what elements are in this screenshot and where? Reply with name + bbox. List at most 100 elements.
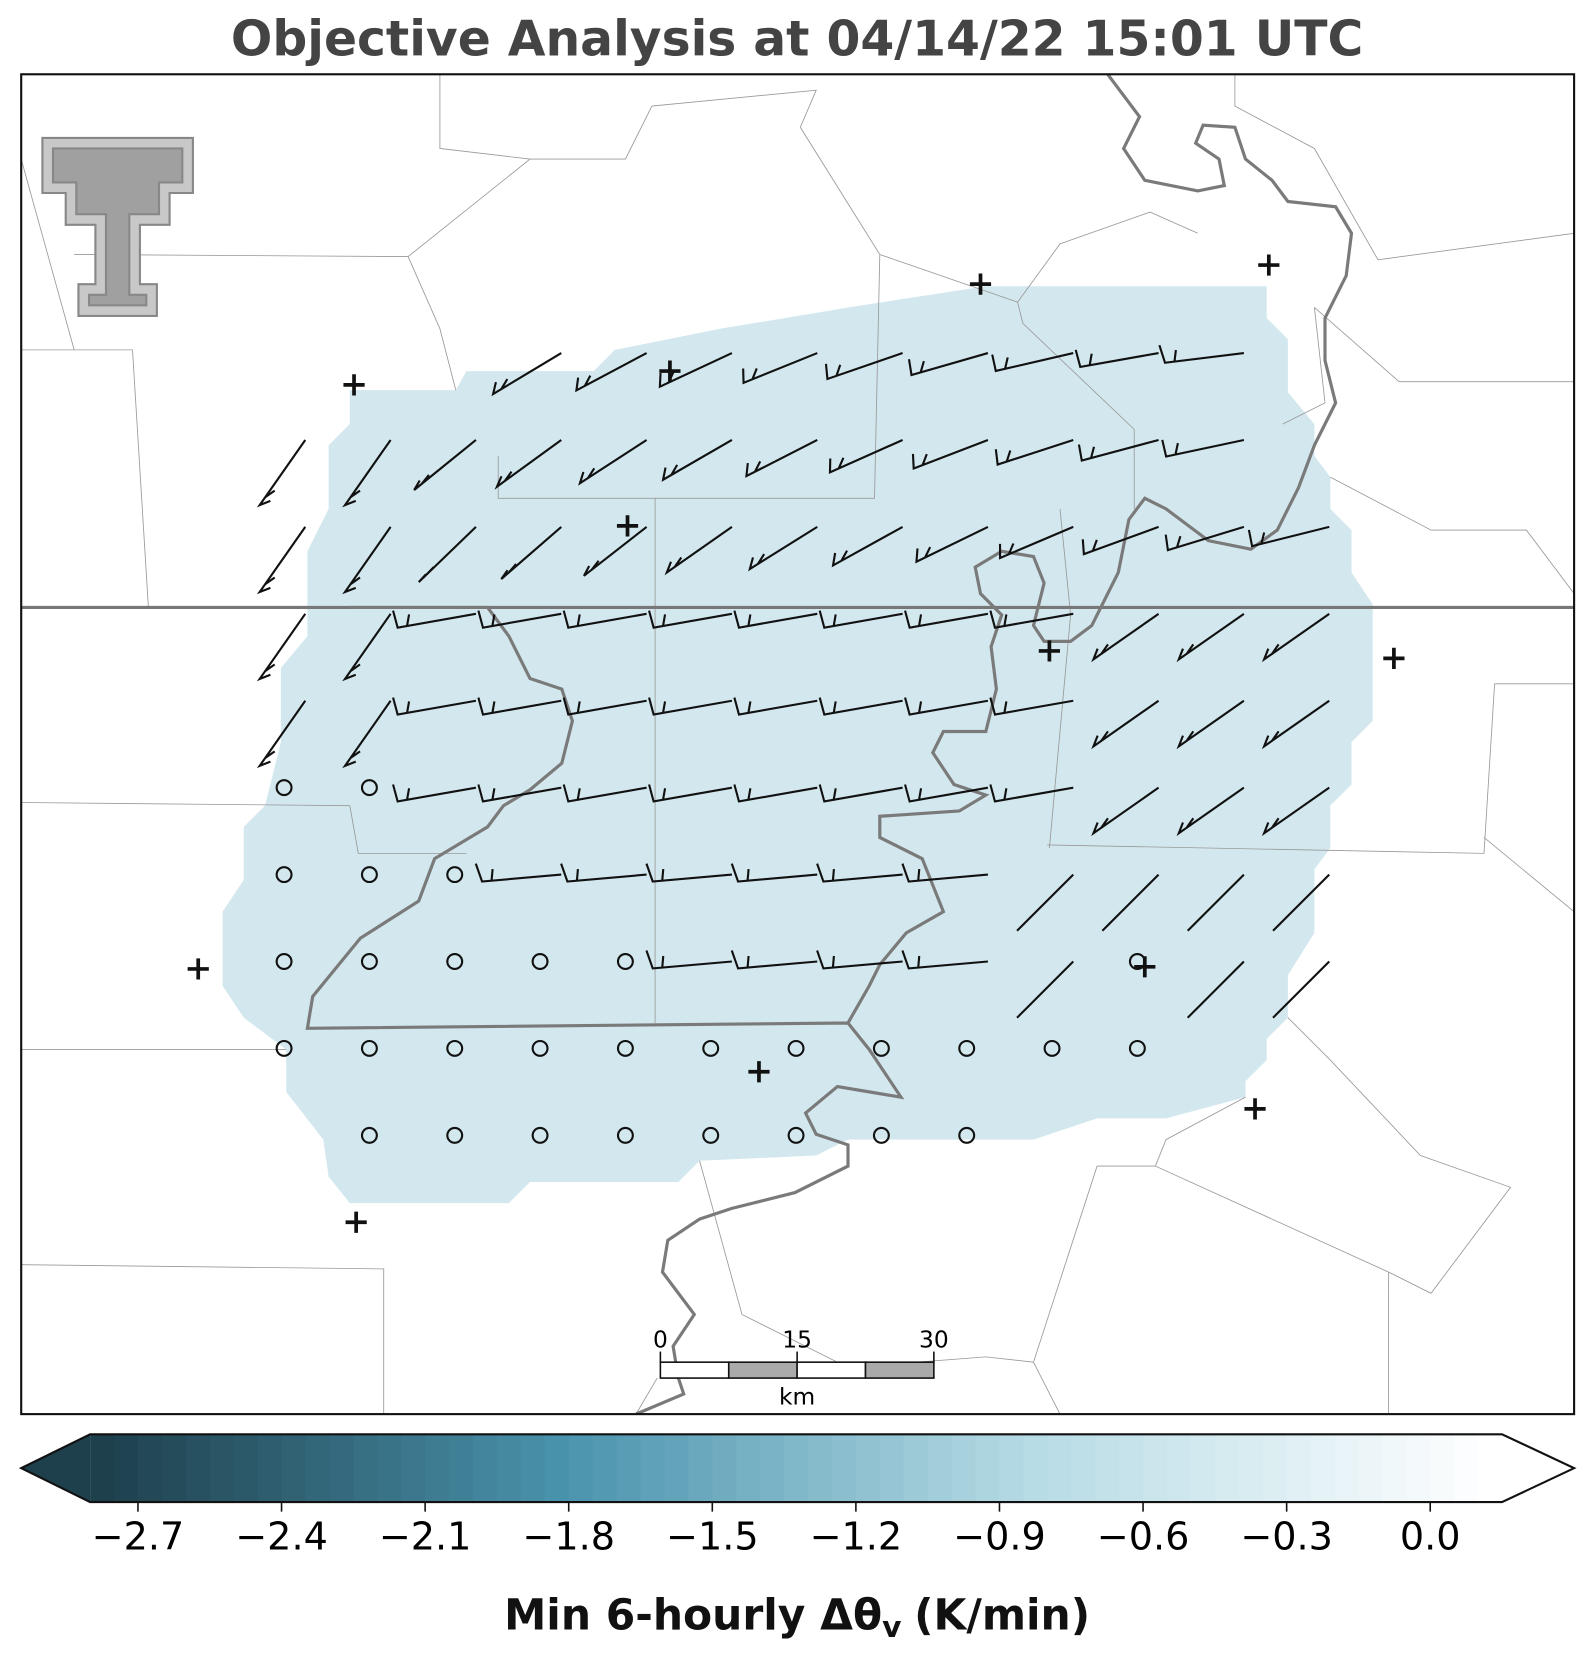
wind-barb — [730, 950, 818, 970]
wind-barb — [1091, 699, 1160, 750]
colorbar-band — [831, 1434, 857, 1503]
colorbar-band — [855, 1434, 881, 1503]
calm-marker — [531, 1126, 549, 1144]
wind-barb — [664, 526, 733, 576]
colorbar-band — [1047, 1434, 1072, 1503]
station-marker — [1134, 956, 1156, 978]
calm-marker — [616, 953, 634, 970]
wind-barb — [733, 697, 818, 716]
wind-barbs: 0 15 30 km — [187, 254, 1405, 1411]
wind-barb — [901, 950, 989, 970]
colorbar-tick-label: −2.7 — [92, 1515, 185, 1559]
colorbar-tick-label: 0.0 — [1400, 1515, 1461, 1559]
calm-marker — [872, 1039, 890, 1057]
wind-barb — [342, 700, 392, 769]
wind-barb — [578, 439, 648, 486]
colorbar-band — [1238, 1434, 1264, 1503]
colorbar-band — [1071, 1434, 1096, 1503]
station-marker — [345, 1211, 367, 1233]
colorbar: −2.7 −2.4 −2.1 −1.8 −1.5 −1.2 −0.9 −0.6 −0.3 0.0 — [18, 1433, 1577, 1559]
wind-barb — [1164, 525, 1245, 552]
wind-barb — [989, 697, 1074, 716]
wind-barb — [342, 439, 392, 508]
wind-barb — [1186, 960, 1245, 1019]
station-marker — [1038, 640, 1060, 662]
calm-marker — [446, 953, 464, 970]
colorbar-band — [760, 1434, 785, 1503]
wind-barb — [818, 697, 903, 716]
colorbar-tick-label: −0.9 — [953, 1515, 1046, 1559]
calm-marker — [702, 1126, 720, 1144]
colorbar-tick-label: −2.4 — [235, 1515, 328, 1559]
wind-barb — [392, 784, 477, 803]
wind-barb — [1091, 612, 1160, 663]
wind-barb — [994, 438, 1074, 466]
colorbar-tick-label: −0.3 — [1240, 1515, 1333, 1559]
wind-barb — [645, 950, 733, 970]
wind-barb — [1261, 786, 1330, 837]
wind-barb — [818, 610, 903, 629]
wind-barb — [998, 525, 1074, 560]
wind-barb — [1091, 786, 1160, 837]
station-marker — [748, 1061, 770, 1083]
colorbar-band — [688, 1434, 713, 1503]
wind-barb — [904, 784, 989, 803]
wind-barb — [1016, 960, 1074, 1019]
scale-bar-segment — [864, 1361, 935, 1379]
wind-barb — [733, 610, 818, 629]
wind-barb — [477, 697, 562, 716]
colorbar-band — [1023, 1434, 1048, 1503]
wind-barb — [1247, 525, 1330, 548]
station-marker — [616, 515, 639, 537]
colorbar-band — [951, 1434, 977, 1503]
station-marker — [1383, 647, 1405, 669]
wind-barb — [991, 352, 1074, 373]
colorbar-band — [999, 1434, 1025, 1503]
wind-barb — [256, 700, 307, 769]
colorbar-tick-label: −1.8 — [522, 1515, 615, 1559]
wind-barb — [500, 526, 562, 580]
scale-bar-label: 15 — [782, 1326, 812, 1353]
wind-barb — [733, 784, 818, 803]
colorbar-band — [544, 1434, 570, 1503]
wind-barb — [824, 352, 903, 381]
wind-barb — [1176, 699, 1245, 750]
wind-barb — [1158, 344, 1245, 364]
wind-barb — [477, 784, 562, 803]
colorbar-band — [329, 1434, 354, 1503]
calm-marker — [616, 1126, 634, 1144]
wind-barb — [648, 784, 733, 803]
station-marker — [1244, 1098, 1266, 1120]
colorbar-band — [975, 1434, 1001, 1503]
calm-marker — [787, 1126, 805, 1144]
colorbar-band — [784, 1434, 809, 1503]
wind-barb — [477, 610, 562, 629]
colorbar-band — [1310, 1434, 1336, 1503]
colorbar-band — [520, 1434, 546, 1503]
colorbar-band — [1286, 1434, 1312, 1503]
colorbar-band — [1334, 1434, 1360, 1503]
wind-barb — [583, 526, 648, 577]
wind-barb — [1074, 349, 1159, 369]
colorbar-extend-low — [21, 1434, 91, 1503]
wind-barb — [816, 950, 903, 970]
colorbar-tick-label: −2.1 — [379, 1515, 472, 1559]
calm-marker — [446, 1039, 464, 1057]
colorbar-band — [377, 1434, 402, 1503]
wind-barb — [417, 526, 477, 583]
wind-barb — [648, 697, 733, 716]
colorbar-tick-label: −0.6 — [1097, 1515, 1190, 1559]
calm-marker — [531, 953, 549, 970]
colorbar-band — [616, 1434, 642, 1503]
colorbar-band — [1406, 1434, 1431, 1503]
wind-barb — [562, 697, 647, 716]
wind-barb — [748, 526, 818, 572]
scale-bar-segment — [659, 1361, 730, 1379]
calm-marker — [958, 1126, 976, 1144]
colorbar-band — [114, 1434, 139, 1503]
colorbar-label-units: (K/min) — [914, 1590, 1090, 1639]
wind-barb — [1261, 612, 1330, 663]
calm-marker — [275, 953, 293, 970]
station-marker — [187, 958, 209, 980]
